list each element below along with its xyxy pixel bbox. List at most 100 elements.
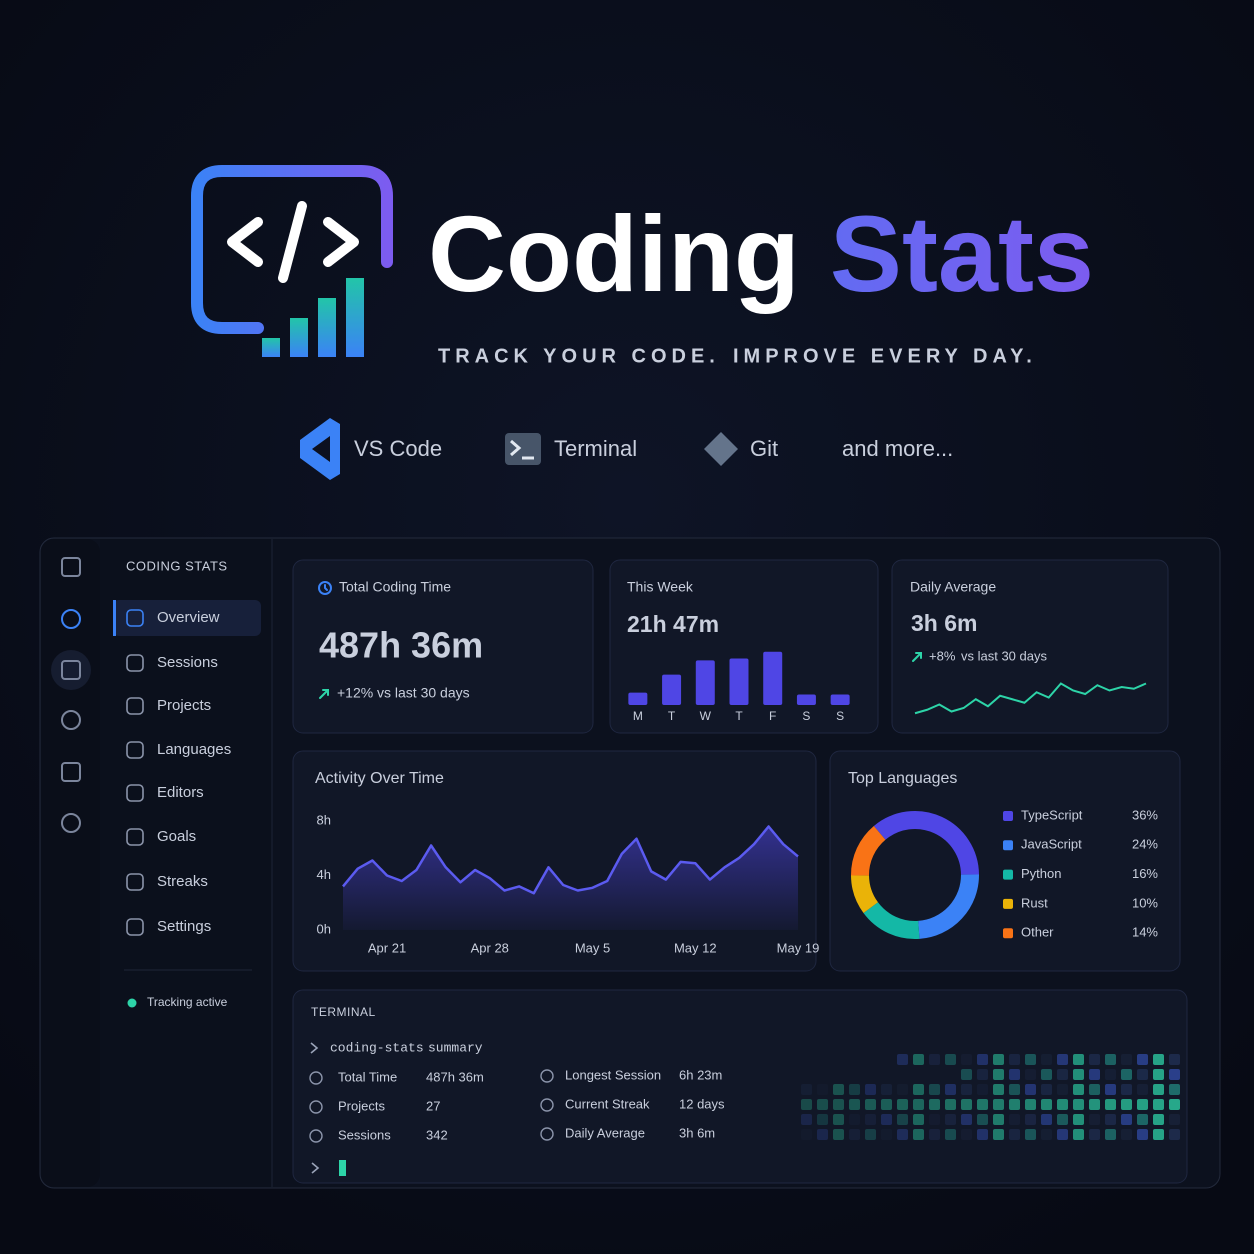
heat-cell (977, 1114, 988, 1125)
nav-active-bar (113, 600, 116, 636)
heat-cell (1089, 1054, 1100, 1065)
card-change: +8% (929, 648, 956, 663)
heat-cell (897, 1099, 908, 1110)
heat-cell (1153, 1054, 1164, 1065)
heat-cell (1105, 1099, 1116, 1110)
row-label: Daily Average (565, 1125, 645, 1140)
heat-cell (801, 1084, 812, 1095)
heat-cell (1153, 1069, 1164, 1080)
y-tick-label: 8h (317, 812, 331, 827)
nav-item: Sessions (157, 654, 218, 671)
bar (796, 694, 816, 705)
prompt-icons (310, 1042, 320, 1174)
heat-cell (1041, 1069, 1052, 1080)
card-value: 487h 36m (319, 625, 483, 666)
value-label: 36% (1132, 807, 1158, 822)
heat-cell (881, 1114, 892, 1125)
integration-icons (300, 418, 738, 480)
nav-item: Overview (157, 609, 220, 626)
heat-cell (1105, 1069, 1116, 1080)
nav-item: Languages (157, 741, 231, 758)
heat-cell (833, 1129, 844, 1140)
heat-cell (1137, 1129, 1148, 1140)
heat-cell (1009, 1129, 1020, 1140)
card-label: Total Coding Time (339, 579, 451, 595)
integration: Terminal (554, 436, 637, 461)
card-value: 3h 6m (911, 610, 977, 636)
row-label: Projects (338, 1098, 385, 1113)
heat-cell (1137, 1084, 1148, 1095)
legend-swatch (1003, 869, 1013, 880)
value-label: 16% (1132, 866, 1158, 881)
legend-label: TypeScript (1021, 807, 1083, 822)
nav-item: Streaks (157, 873, 208, 890)
heat-cell (833, 1099, 844, 1110)
heat-cell (1073, 1084, 1084, 1095)
heat-cell (1105, 1129, 1116, 1140)
heat-cell (993, 1084, 1004, 1095)
x-tick-label: May 5 (575, 940, 610, 955)
heat-cell (977, 1099, 988, 1110)
chart-title: Activity Over Time (315, 770, 444, 787)
area (343, 826, 798, 930)
heat-cell (1025, 1084, 1036, 1095)
heat-cell (929, 1084, 940, 1095)
heat-cell (1121, 1099, 1132, 1110)
heat-cell (993, 1129, 1004, 1140)
card-change-text: vs last 30 days (377, 685, 470, 701)
heat-cell (1025, 1099, 1036, 1110)
nav-icon (126, 609, 144, 627)
heat-cell (961, 1129, 972, 1140)
row-icon (540, 1127, 554, 1141)
card-value: 21h 47m (627, 611, 719, 637)
heat-cell (913, 1129, 924, 1140)
heat-cell (1137, 1099, 1148, 1110)
cursor (339, 1160, 346, 1176)
heat-cell (913, 1084, 924, 1095)
heat-cell (929, 1129, 940, 1140)
x-tick-label: M (633, 709, 643, 723)
integration: VS Code (354, 436, 442, 461)
heat-cell (1121, 1069, 1132, 1080)
integration: and more... (842, 436, 953, 461)
heat-cell (977, 1084, 988, 1095)
heat-cell (1089, 1099, 1100, 1110)
line (342, 825, 799, 895)
row-icon (540, 1069, 554, 1083)
heat-cell (1121, 1084, 1132, 1095)
title-accent: Stats (830, 193, 1094, 314)
heat-cell (1073, 1114, 1084, 1125)
heat-cell (881, 1099, 892, 1110)
heat-cell (1169, 1114, 1180, 1125)
heat-cell (1137, 1054, 1148, 1065)
legend-swatch (1003, 898, 1013, 909)
card-change: +12% (337, 685, 373, 701)
nav-icon (126, 873, 144, 891)
command-arg: summary (428, 1040, 483, 1055)
bar (763, 651, 783, 705)
heat-cell (1089, 1129, 1100, 1140)
heat-cell (833, 1084, 844, 1095)
heat-cell (1169, 1069, 1180, 1080)
heat-cell (1057, 1054, 1068, 1065)
rail-icon (61, 813, 81, 833)
heat-cell (945, 1114, 956, 1125)
legend-swatch (1003, 811, 1013, 821)
bar (729, 658, 749, 705)
row-value: 6h 23m (679, 1067, 722, 1082)
heat-cell (865, 1114, 876, 1125)
heat-cell (1169, 1129, 1180, 1140)
donut-slice (851, 874, 879, 913)
heat-cell (929, 1114, 940, 1125)
heat-cell (929, 1054, 940, 1065)
heat-cell (1153, 1114, 1164, 1125)
nav-icon (126, 828, 144, 846)
heat-cell (961, 1069, 972, 1080)
rail-icon (61, 557, 81, 577)
heat-cell (1057, 1069, 1068, 1080)
x-tick-label: T (735, 709, 743, 723)
y-tick-label: 0h (317, 921, 331, 936)
heat-cell (945, 1099, 956, 1110)
heat-cell (1121, 1129, 1132, 1140)
